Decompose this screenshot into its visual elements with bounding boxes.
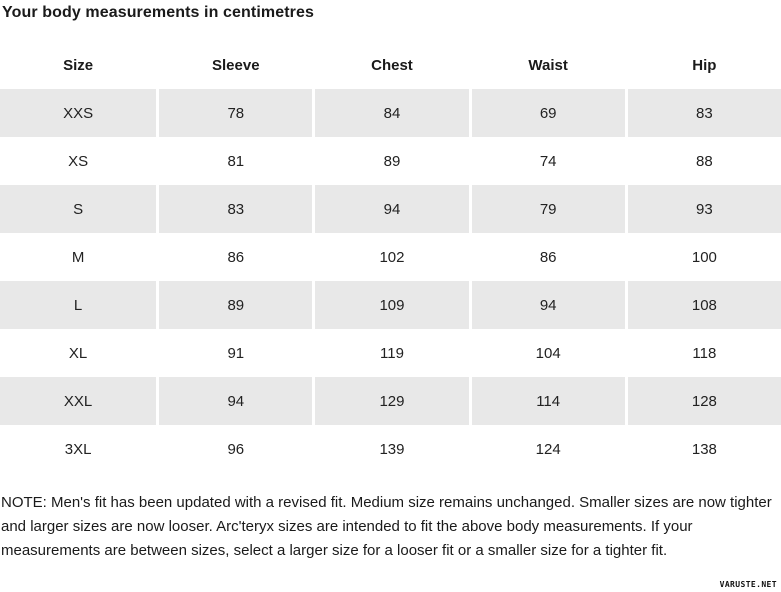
measurement-cell: 96: [156, 425, 312, 473]
measurement-cell: 119: [312, 329, 468, 377]
measurement-cell: 86: [156, 233, 312, 281]
size-cell: XL: [68, 344, 88, 362]
size-cell: L: [0, 281, 157, 329]
measurement-cell: 93: [624, 185, 781, 233]
measurement-cell: 79: [468, 185, 625, 233]
measurement-cell: 102: [312, 233, 468, 281]
table-body: XXS 78 84 69 83 XS 81 89 74 88 S 83 94 79 93 M 86 102 86 10…: [0, 89, 781, 473]
measurement-cell: 124: [468, 425, 625, 473]
column-header-waist: Waist: [468, 41, 625, 89]
column-header-sleeve: Sleeve: [156, 41, 313, 89]
measurement-cell: 118: [624, 329, 781, 377]
measurement-cell: 109: [312, 281, 469, 329]
table-header: Size Sleeve Chest Waist Hip: [0, 41, 781, 89]
table-row: XXS 78 84 69 83: [0, 89, 781, 137]
measurement-cell: 104: [468, 329, 625, 377]
measurement-cell: 100: [624, 233, 781, 281]
size-cell: XXS: [0, 89, 157, 137]
measurement-cell: 114: [468, 377, 625, 425]
measurement-cell: 83: [624, 89, 781, 137]
measurement-cell: 83: [156, 185, 313, 233]
size-cell: XXL: [0, 377, 157, 425]
table-row: L 89 109 94 108: [0, 281, 781, 329]
measurement-cell: 94: [156, 377, 313, 425]
column-header-hip: Hip: [624, 41, 781, 89]
size-cell: S: [0, 185, 157, 233]
measurement-cell: 94: [312, 185, 469, 233]
table-row: XL 91 119 104 118: [0, 329, 781, 377]
column-header-chest: Chest: [312, 41, 469, 89]
column-header-size: Size: [0, 41, 157, 89]
page-title: Your body measurements in centimetres: [2, 4, 314, 21]
watermark: VARUSTE.NET: [719, 580, 777, 589]
measurement-cell: 86: [468, 233, 625, 281]
note-text: NOTE: Men's fit has been updated with a …: [1, 494, 772, 559]
table-row: S 83 94 79 93: [0, 185, 781, 233]
measurement-cell: 81: [156, 137, 312, 185]
size-cell: XS: [68, 152, 89, 170]
table-row: XS 81 89 74 88: [0, 137, 781, 185]
measurement-cell: 91: [156, 329, 312, 377]
measurement-cell: 89: [312, 137, 468, 185]
table-row: M 86 102 86 100: [0, 233, 781, 281]
measurement-cell: 78: [156, 89, 313, 137]
table-row: 3XL 96 139 124 138: [0, 425, 781, 473]
measurement-cell: 84: [312, 89, 469, 137]
measurement-cell: 94: [468, 281, 625, 329]
measurement-cell: 69: [468, 89, 625, 137]
measurement-cell: 129: [312, 377, 469, 425]
measurement-cell: 139: [312, 425, 468, 473]
measurement-cell: 88: [624, 137, 781, 185]
measurement-cell: 74: [468, 137, 625, 185]
measurement-cell: 138: [624, 425, 781, 473]
measurement-cell: 89: [156, 281, 313, 329]
measurement-cell: 108: [624, 281, 781, 329]
size-chart-page: Your body measurements in centimetres Si…: [0, 3, 781, 589]
measurement-cell: 128: [624, 377, 781, 425]
table-row: XXL 94 129 114 128: [0, 377, 781, 425]
size-cell: 3XL: [64, 440, 92, 458]
measurements-table: Size Sleeve Chest Waist Hip XXS 78 84 69 83 XS 81 8…: [0, 41, 781, 473]
size-cell: M: [71, 248, 85, 266]
table-header-row: Size Sleeve Chest Waist Hip: [0, 41, 781, 89]
